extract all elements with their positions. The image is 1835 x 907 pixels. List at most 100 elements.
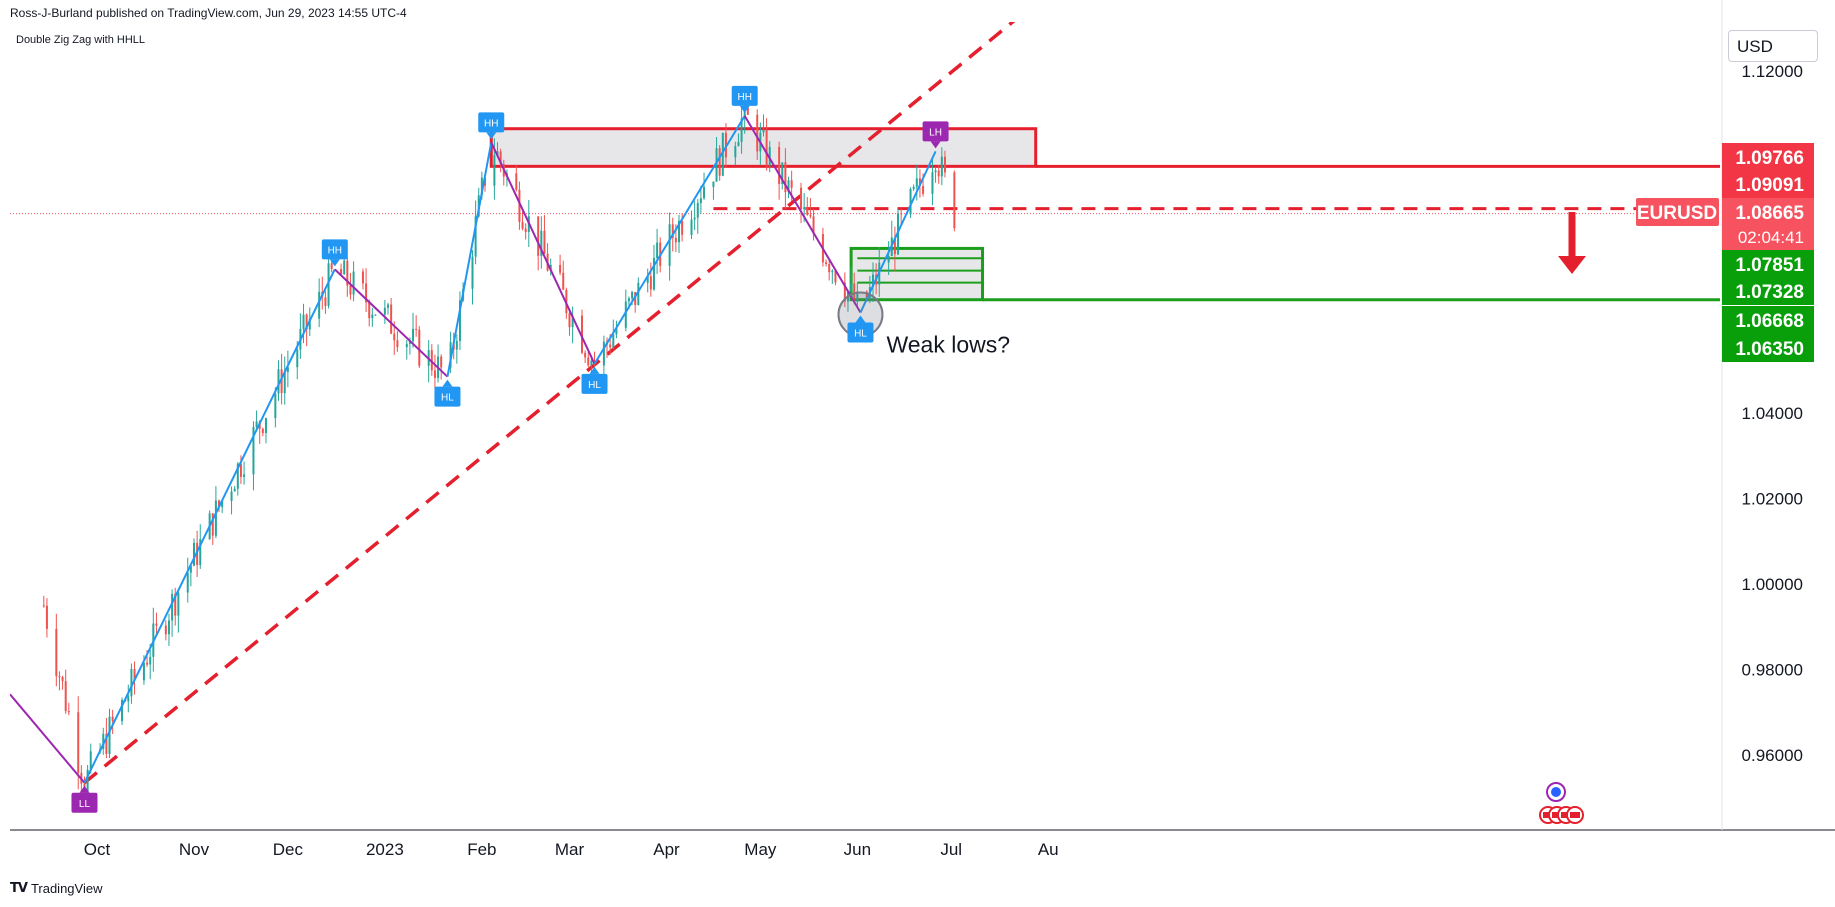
candle-body	[105, 733, 108, 755]
candle-body	[515, 173, 518, 190]
price-level-value: 1.07851	[1735, 255, 1804, 276]
candle-body	[283, 372, 286, 394]
candle-body	[408, 341, 411, 344]
candle-body	[368, 302, 371, 319]
candle-body	[712, 181, 715, 188]
candle-body	[524, 228, 527, 233]
candle-body	[637, 282, 640, 306]
candle-body	[631, 291, 634, 299]
plot-area: LL HH HL HH HL HH HL LH Weak lows?	[10, 22, 1720, 824]
candle-body	[171, 593, 174, 621]
zigzag-leg	[10, 693, 86, 784]
candle-body	[922, 186, 925, 194]
candle-body	[571, 315, 574, 328]
candle-body	[696, 203, 699, 218]
candle-body	[86, 769, 89, 795]
price-level-badge	[1722, 170, 1814, 198]
candle-body	[940, 156, 943, 177]
candle-body	[230, 491, 233, 501]
candle-body	[218, 500, 221, 508]
candle-body	[89, 751, 92, 770]
candle-body	[734, 146, 737, 158]
pivot-text: HH	[484, 118, 498, 129]
candle-body	[177, 592, 180, 616]
candle-body	[111, 716, 114, 722]
candle-body	[627, 298, 630, 302]
candle-body	[55, 628, 58, 677]
candle-body	[850, 283, 853, 291]
price-tick-label: 1.12000	[1742, 62, 1803, 81]
candle-body	[415, 328, 418, 330]
zigzag-leg	[446, 142, 493, 377]
currency-selector[interactable]: USD	[1728, 30, 1818, 62]
candle-body	[383, 307, 386, 315]
pivot-text: LH	[929, 127, 942, 138]
candle-body	[239, 463, 242, 477]
price-level-value: 1.07328	[1735, 282, 1804, 303]
candle-body	[612, 334, 615, 348]
time-tick-label: Feb	[467, 840, 496, 859]
candles	[42, 86, 956, 805]
candle-body	[264, 418, 267, 434]
candle-body	[130, 668, 133, 697]
candle-body	[199, 539, 202, 566]
candle-body	[609, 344, 612, 348]
candle-body	[127, 696, 130, 702]
price-tick-label: 0.96000	[1742, 746, 1803, 765]
candle-body	[825, 262, 828, 264]
weak-lows-annotation: Weak lows?	[886, 332, 1010, 358]
candle-body	[559, 264, 562, 273]
time-tick-label: Oct	[84, 840, 111, 859]
candle-body	[61, 677, 64, 682]
pivot-label-hl: HL	[434, 379, 461, 407]
time-tick-label: Jul	[940, 840, 962, 859]
current-price-value: 1.08665	[1735, 203, 1804, 224]
candle-body	[587, 357, 590, 366]
price-level-badge	[1722, 306, 1814, 334]
candle-body	[42, 605, 45, 607]
price-tick-label: 1.00000	[1742, 575, 1803, 594]
time-tick-label: Nov	[179, 840, 210, 859]
candle-body	[412, 328, 415, 342]
candle-body	[393, 333, 396, 341]
pivot-text: HH	[737, 92, 751, 103]
pivot-label-hh: HH	[321, 239, 348, 267]
candle-body	[918, 178, 921, 187]
candle-body	[762, 129, 765, 133]
candle-body	[740, 118, 743, 142]
symbol-tag	[1636, 198, 1719, 226]
candle-body	[756, 114, 759, 152]
zigzag-leg	[859, 150, 937, 313]
price-level-value: 1.06668	[1735, 311, 1804, 332]
price-level-badge	[1722, 250, 1814, 278]
pivot-label-ll: LL	[71, 785, 98, 813]
candle-body	[193, 542, 195, 566]
price-axis-panel[interactable]	[1722, 0, 1835, 830]
indicator-legend[interactable]: Double Zig Zag with HHLL	[16, 34, 146, 46]
candle-body	[455, 340, 458, 350]
candle-body	[189, 565, 192, 573]
candle-body	[346, 260, 349, 286]
tradingview-brand[interactable]: TV TradingView	[10, 881, 102, 896]
candle-body	[872, 274, 874, 288]
pivot-text: HH	[328, 245, 342, 256]
candle-body	[540, 230, 543, 256]
candle-body	[624, 301, 627, 328]
candle-body	[812, 216, 815, 235]
time-tick-label: Dec	[273, 840, 304, 859]
candle-body	[474, 216, 477, 257]
candle-body	[440, 356, 443, 368]
candle-body	[937, 170, 940, 177]
candle-body	[164, 625, 167, 635]
candle-body	[186, 572, 189, 593]
candle-body	[803, 207, 806, 210]
zigzag-leg	[743, 115, 862, 314]
tradingview-logo-icon: TV	[10, 881, 28, 896]
price-level-badge	[1722, 143, 1814, 171]
symbol-label: EURUSD	[1637, 203, 1717, 224]
brand-label: TradingView	[30, 881, 103, 896]
price-tick-label: 0.98000	[1742, 661, 1803, 680]
candle-body	[865, 291, 868, 300]
candle-body	[233, 488, 236, 492]
